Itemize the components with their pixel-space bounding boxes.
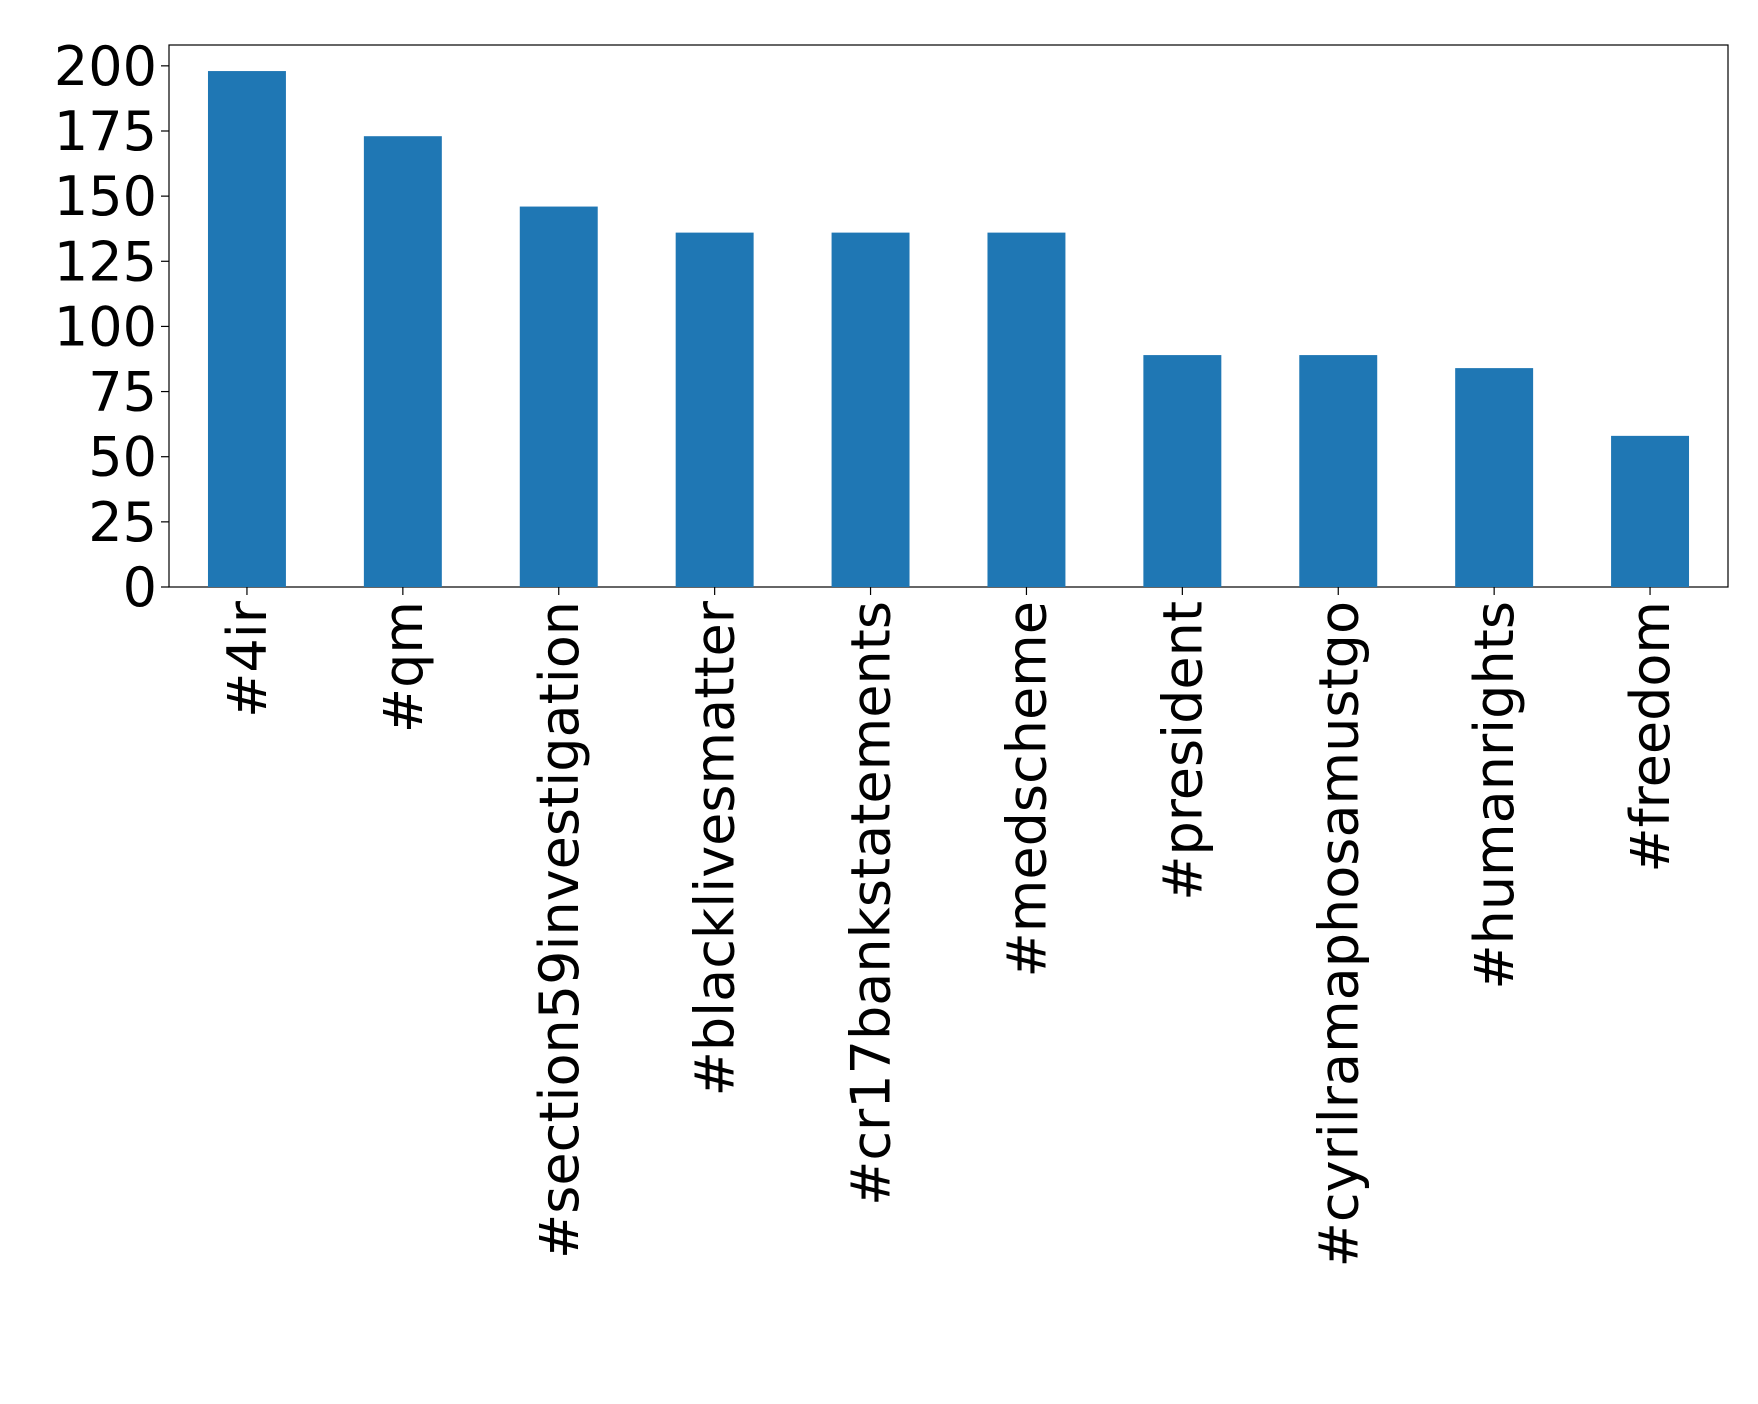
y-tick-label: 100 (54, 295, 157, 358)
x-tick-label: #president (1151, 601, 1214, 901)
x-tick-label: #cr17bankstatements (840, 601, 903, 1206)
bar (1299, 355, 1378, 587)
x-tick-label: #section59investigation (528, 601, 591, 1259)
x-tick-label: #4ir (216, 600, 279, 718)
plot-frame (168, 44, 1729, 588)
bar (675, 232, 754, 587)
y-tick-label: 125 (54, 230, 157, 293)
x-tick-label: #humanrights (1463, 601, 1526, 990)
y-tick-label: 200 (54, 35, 157, 98)
bar (987, 232, 1066, 587)
x-tick-label: #freedom (1619, 601, 1682, 873)
y-tick-label: 25 (88, 491, 157, 554)
x-tick-label: #cyrilramaphosamustgo (1307, 601, 1370, 1267)
y-tick-label: 150 (54, 165, 157, 228)
x-tick-label: #qm (372, 601, 435, 733)
y-tick-label: 175 (54, 100, 157, 163)
y-tick-label: 75 (88, 361, 157, 424)
bar (363, 136, 442, 588)
x-tick-label: #blacklivesmatter (684, 600, 747, 1096)
x-tick-label: #medscheme (995, 601, 1058, 977)
bar (1143, 355, 1222, 587)
bar (831, 232, 910, 587)
y-tick-label: 0 (123, 556, 157, 619)
y-tick-label: 50 (88, 426, 157, 489)
bar (1455, 368, 1534, 587)
bar (519, 206, 598, 588)
bar (1611, 435, 1690, 587)
bar (207, 71, 286, 588)
